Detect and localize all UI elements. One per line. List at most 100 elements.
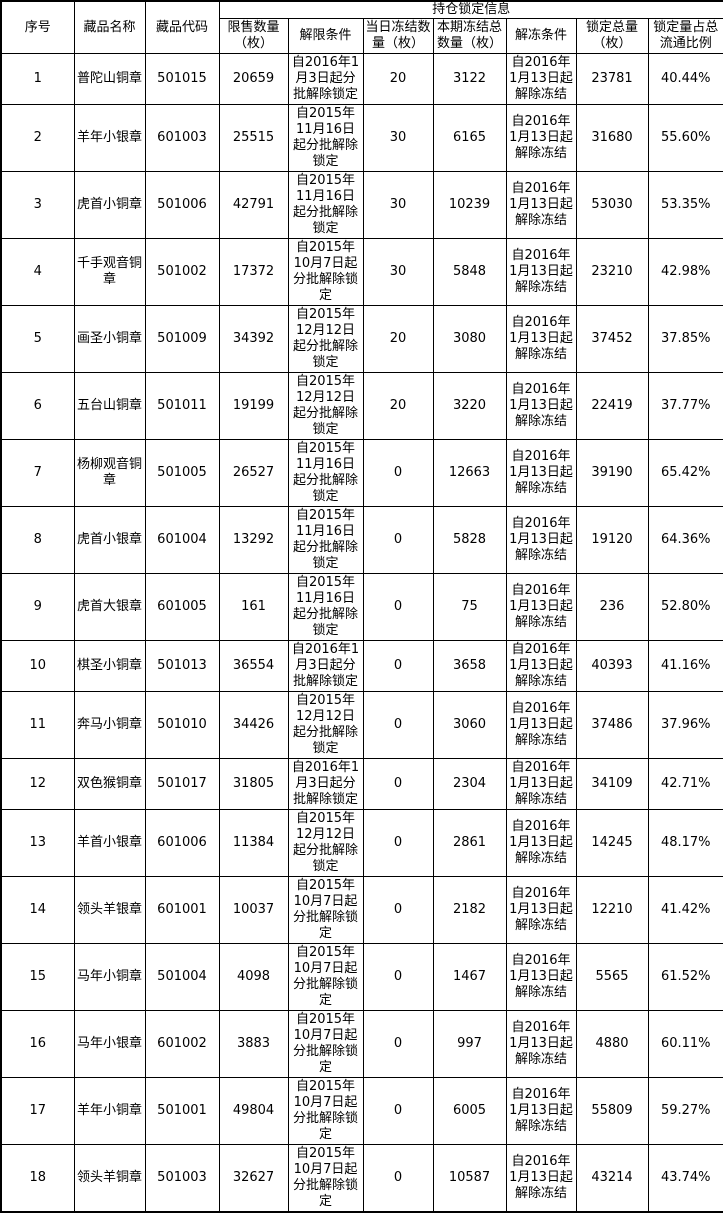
cell-name: 虎首大银章 <box>73 572 146 641</box>
cell-index: 6 <box>0 371 75 440</box>
table-row: 6 五台山铜章 501011 19199 自2015年12月12日起分批解除锁定 20 32… <box>0 371 723 440</box>
cell-unfreeze_condition: 自2016年1月13日起解除冻结 <box>505 690 577 759</box>
cell-period_frozen_total: 12663 <box>432 438 507 507</box>
cell-restricted_qty: 34392 <box>218 304 289 373</box>
cell-period_frozen_total: 3122 <box>432 52 507 105</box>
header-group-row: 序号 藏品名称 藏品代码 持仓锁定信息 <box>0 0 723 54</box>
cell-lock_ratio: 52.80% <box>647 572 723 641</box>
cell-unlock_condition: 自2015年11月16日起分批解除锁定 <box>287 103 364 172</box>
cell-day_frozen_qty: 0 <box>362 639 434 692</box>
cell-unfreeze_condition: 自2016年1月13日起解除冻结 <box>505 52 577 105</box>
cell-unlock_condition: 自2015年10月7日起分批解除锁定 <box>287 875 364 944</box>
cell-period_frozen_total: 1467 <box>432 942 507 1011</box>
cell-restricted_qty: 32627 <box>218 1143 289 1212</box>
cell-restricted_qty: 161 <box>218 572 289 641</box>
cell-lock_ratio: 48.17% <box>647 808 723 877</box>
col-header-locked-total: 锁定总量（枚） <box>575 17 649 54</box>
cell-locked_total: 34109 <box>575 757 649 810</box>
cell-code: 501011 <box>144 371 220 440</box>
cell-code: 501013 <box>144 639 220 692</box>
cell-restricted_qty: 3883 <box>218 1009 289 1078</box>
cell-day_frozen_qty: 20 <box>362 304 434 373</box>
cell-unlock_condition: 自2015年11月16日起分批解除锁定 <box>287 505 364 574</box>
cell-restricted_qty: 31805 <box>218 757 289 810</box>
cell-unfreeze_condition: 自2016年1月13日起解除冻结 <box>505 371 577 440</box>
table-row: 9 虎首大银章 601005 161 自2015年11月16日起分批解除锁定 0 75 自20… <box>0 572 723 641</box>
header-sub-row: 限售数量（枚） 解限条件 当日冻结数量（枚） 本期冻结总数量（枚） 解冻条件 锁… <box>1 17 723 54</box>
cell-locked_total: 5565 <box>575 942 649 1011</box>
cell-lock_ratio: 41.42% <box>647 875 723 944</box>
cell-code: 501003 <box>144 1143 220 1212</box>
cell-day_frozen_qty: 0 <box>362 690 434 759</box>
cell-day_frozen_qty: 20 <box>362 52 434 105</box>
cell-name: 千手观音铜章 <box>73 237 146 306</box>
cell-day_frozen_qty: 0 <box>362 875 434 944</box>
cell-name: 领头羊铜章 <box>73 1143 146 1212</box>
cell-name: 虎首小铜章 <box>73 170 146 239</box>
cell-unlock_condition: 自2016年1月3日起分批解除锁定 <box>287 639 364 692</box>
cell-index: 18 <box>0 1143 75 1212</box>
cell-lock_ratio: 41.16% <box>647 639 723 692</box>
cell-name: 领头羊银章 <box>73 875 146 944</box>
cell-unlock_condition: 自2015年12月12日起分批解除锁定 <box>287 371 364 440</box>
table-row: 7 杨柳观音铜章 501005 26527 自2015年11月16日起分批解除锁定 0 12… <box>0 438 723 507</box>
cell-day_frozen_qty: 0 <box>362 808 434 877</box>
col-header-restricted-qty: 限售数量（枚） <box>218 17 289 54</box>
cell-lock_ratio: 64.36% <box>647 505 723 574</box>
cell-index: 16 <box>0 1009 75 1078</box>
table-header: 序号 藏品名称 藏品代码 持仓锁定信息 限售数量（枚） 解限条件 当日冻结数量（… <box>0 0 723 54</box>
cell-lock_ratio: 53.35% <box>647 170 723 239</box>
cell-unlock_condition: 自2015年11月16日起分批解除锁定 <box>287 170 364 239</box>
cell-unlock_condition: 自2015年11月16日起分批解除锁定 <box>287 438 364 507</box>
cell-day_frozen_qty: 30 <box>362 170 434 239</box>
cell-index: 2 <box>0 103 75 172</box>
table-row: 3 虎首小铜章 501006 42791 自2015年11月16日起分批解除锁定 30 10… <box>0 170 723 239</box>
cell-index: 5 <box>0 304 75 373</box>
cell-name: 普陀山铜章 <box>73 52 146 105</box>
cell-day_frozen_qty: 0 <box>362 1009 434 1078</box>
cell-unfreeze_condition: 自2016年1月13日起解除冻结 <box>505 1009 577 1078</box>
table-row: 10 棋圣小铜章 501013 36554 自2016年1月3日起分批解除锁定 0 3658… <box>0 639 723 692</box>
cell-code: 601005 <box>144 572 220 641</box>
cell-period_frozen_total: 2182 <box>432 875 507 944</box>
cell-index: 10 <box>0 639 75 692</box>
cell-period_frozen_total: 10239 <box>432 170 507 239</box>
cell-day_frozen_qty: 0 <box>362 572 434 641</box>
cell-locked_total: 55809 <box>575 1076 649 1145</box>
cell-period_frozen_total: 5848 <box>432 237 507 306</box>
cell-day_frozen_qty: 0 <box>362 438 434 507</box>
cell-day_frozen_qty: 0 <box>362 505 434 574</box>
cell-name: 奔马小铜章 <box>73 690 146 759</box>
cell-period_frozen_total: 6165 <box>432 103 507 172</box>
cell-restricted_qty: 10037 <box>218 875 289 944</box>
cell-unfreeze_condition: 自2016年1月13日起解除冻结 <box>505 572 577 641</box>
cell-locked_total: 236 <box>575 572 649 641</box>
cell-index: 13 <box>0 808 75 877</box>
cell-restricted_qty: 25515 <box>218 103 289 172</box>
cell-lock_ratio: 37.96% <box>647 690 723 759</box>
cell-name: 羊首小银章 <box>73 808 146 877</box>
cell-unlock_condition: 自2016年1月3日起分批解除锁定 <box>287 757 364 810</box>
cell-name: 棋圣小铜章 <box>73 639 146 692</box>
cell-unfreeze_condition: 自2016年1月13日起解除冻结 <box>505 505 577 574</box>
cell-index: 4 <box>0 237 75 306</box>
cell-name: 五台山铜章 <box>73 371 146 440</box>
cell-period_frozen_total: 5828 <box>432 505 507 574</box>
cell-code: 501006 <box>144 170 220 239</box>
cell-restricted_qty: 34426 <box>218 690 289 759</box>
cell-unfreeze_condition: 自2016年1月13日起解除冻结 <box>505 639 577 692</box>
cell-code: 601002 <box>144 1009 220 1078</box>
col-header-unfreeze-condition: 解冻条件 <box>505 17 577 54</box>
cell-period_frozen_total: 3080 <box>432 304 507 373</box>
cell-locked_total: 22419 <box>575 371 649 440</box>
cell-locked_total: 39190 <box>575 438 649 507</box>
cell-unlock_condition: 自2015年11月16日起分批解除锁定 <box>287 572 364 641</box>
cell-locked_total: 23781 <box>575 52 649 105</box>
cell-unlock_condition: 自2015年12月12日起分批解除锁定 <box>287 808 364 877</box>
cell-unfreeze_condition: 自2016年1月13日起解除冻结 <box>505 1076 577 1145</box>
table-row: 15 马年小铜章 501004 4098 自2015年10月7日起分批解除锁定 0 1467… <box>0 942 723 1011</box>
cell-restricted_qty: 42791 <box>218 170 289 239</box>
cell-unlock_condition: 自2015年10月7日起分批解除锁定 <box>287 1143 364 1212</box>
cell-period_frozen_total: 3060 <box>432 690 507 759</box>
